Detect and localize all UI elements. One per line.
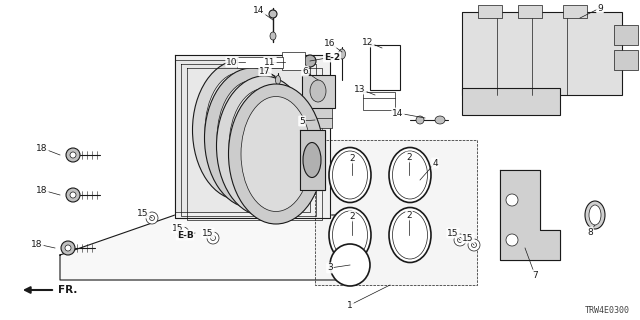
Circle shape <box>150 215 154 220</box>
Text: 1: 1 <box>347 300 353 309</box>
Ellipse shape <box>333 211 367 259</box>
Ellipse shape <box>270 32 276 40</box>
Bar <box>462 12 622 95</box>
Circle shape <box>70 152 76 158</box>
Text: 2: 2 <box>406 153 412 162</box>
Ellipse shape <box>275 76 280 84</box>
Bar <box>563 5 587 18</box>
Ellipse shape <box>416 116 424 124</box>
Ellipse shape <box>585 201 605 229</box>
Text: 11: 11 <box>264 58 276 67</box>
Ellipse shape <box>205 68 300 208</box>
Ellipse shape <box>392 151 428 199</box>
Text: 15: 15 <box>137 209 148 218</box>
Text: 18: 18 <box>31 239 43 249</box>
Text: 8: 8 <box>587 228 593 236</box>
Circle shape <box>308 171 316 179</box>
Ellipse shape <box>333 151 367 199</box>
Circle shape <box>506 194 518 206</box>
Polygon shape <box>500 170 560 260</box>
Text: E-B: E-B <box>177 230 193 239</box>
Bar <box>614 50 638 70</box>
Text: 3: 3 <box>327 263 333 273</box>
Ellipse shape <box>389 148 431 203</box>
Ellipse shape <box>241 97 311 212</box>
Circle shape <box>468 239 480 251</box>
Ellipse shape <box>329 207 371 262</box>
Bar <box>478 5 502 18</box>
Bar <box>302 75 335 108</box>
Ellipse shape <box>330 244 370 286</box>
Text: 18: 18 <box>36 186 48 195</box>
Circle shape <box>65 245 71 251</box>
Text: 2: 2 <box>349 212 355 220</box>
Text: 14: 14 <box>392 108 404 117</box>
Text: 15: 15 <box>172 223 184 233</box>
Circle shape <box>180 230 186 236</box>
Text: 16: 16 <box>324 38 336 47</box>
Text: 10: 10 <box>227 58 237 67</box>
Text: 2: 2 <box>349 154 355 163</box>
Ellipse shape <box>216 76 312 216</box>
Ellipse shape <box>392 211 428 259</box>
Circle shape <box>472 243 477 247</box>
Bar <box>518 5 542 18</box>
Text: 15: 15 <box>202 228 214 237</box>
Circle shape <box>61 241 75 255</box>
Text: 15: 15 <box>447 228 459 237</box>
Ellipse shape <box>339 49 346 59</box>
Text: 18: 18 <box>36 143 48 153</box>
Text: FR.: FR. <box>58 285 77 295</box>
Circle shape <box>308 144 316 152</box>
Text: 9: 9 <box>597 4 603 12</box>
Ellipse shape <box>303 142 321 178</box>
Text: 17: 17 <box>259 67 271 76</box>
Text: 6: 6 <box>302 67 308 76</box>
Circle shape <box>506 234 518 246</box>
Text: 5: 5 <box>299 116 305 125</box>
Polygon shape <box>60 215 340 280</box>
Ellipse shape <box>228 84 323 224</box>
Ellipse shape <box>229 89 299 204</box>
Circle shape <box>207 232 219 244</box>
Text: 7: 7 <box>532 270 538 279</box>
Ellipse shape <box>435 116 445 124</box>
Text: TRW4E0300: TRW4E0300 <box>585 306 630 315</box>
Text: 15: 15 <box>462 234 474 243</box>
Ellipse shape <box>205 73 275 188</box>
Ellipse shape <box>217 81 287 196</box>
Ellipse shape <box>193 60 287 200</box>
Text: 12: 12 <box>362 37 374 46</box>
Circle shape <box>177 227 189 239</box>
Bar <box>282 52 305 70</box>
Circle shape <box>66 148 80 162</box>
Ellipse shape <box>269 10 277 18</box>
Bar <box>308 108 332 128</box>
Text: E-2: E-2 <box>324 52 340 61</box>
Text: 2: 2 <box>406 211 412 220</box>
Text: 13: 13 <box>355 84 365 93</box>
Circle shape <box>146 212 158 224</box>
Ellipse shape <box>310 80 326 102</box>
Circle shape <box>70 192 76 198</box>
Bar <box>614 25 638 45</box>
Ellipse shape <box>589 205 601 225</box>
Circle shape <box>454 234 466 246</box>
Text: 4: 4 <box>432 158 438 167</box>
Text: 14: 14 <box>253 5 265 14</box>
Bar <box>363 92 395 110</box>
Polygon shape <box>175 60 310 212</box>
Bar <box>462 88 560 115</box>
Polygon shape <box>300 130 325 190</box>
Circle shape <box>211 236 216 241</box>
Bar <box>370 45 400 90</box>
Circle shape <box>66 188 80 202</box>
Ellipse shape <box>389 207 431 262</box>
Circle shape <box>458 237 463 243</box>
Polygon shape <box>315 140 477 285</box>
Polygon shape <box>175 55 330 218</box>
Ellipse shape <box>329 148 371 203</box>
Circle shape <box>304 55 316 67</box>
Bar <box>237 57 283 68</box>
